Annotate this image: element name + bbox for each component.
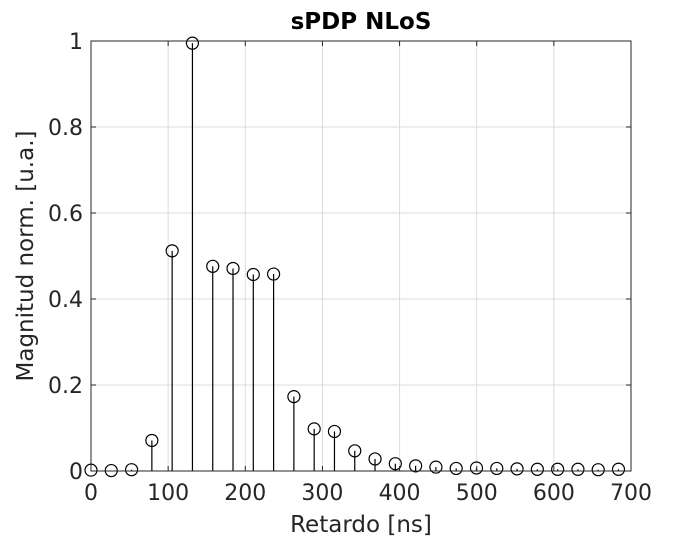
stem-marker	[449, 461, 463, 476]
plot-area	[91, 41, 631, 471]
stem-marker	[185, 36, 200, 50]
stem-marker	[611, 462, 626, 476]
stem-marker	[368, 452, 382, 466]
x-tick-label: 500	[456, 481, 498, 506]
y-tick-label: 1	[69, 30, 83, 55]
x-tick-label: 300	[301, 481, 343, 506]
grid	[91, 41, 631, 471]
stem-marker	[287, 390, 301, 404]
stem-marker	[429, 460, 443, 474]
x-tick-label: 0	[84, 481, 98, 506]
x-tick-labels: 0 100 200 300 400 500 600 700	[84, 481, 652, 506]
stem-marker	[124, 463, 139, 477]
stem-marker	[206, 259, 220, 273]
chart-title: sPDP NLoS	[291, 9, 432, 35]
y-tick-labels: 0 0.2 0.4 0.6 0.8 1	[48, 30, 83, 485]
stem-marker	[490, 461, 504, 476]
stem-marker	[327, 424, 342, 439]
stem-marker	[145, 433, 159, 448]
y-tick-label: 0	[69, 460, 83, 485]
ticks	[90, 40, 632, 472]
y-tick-label: 0.8	[48, 116, 83, 141]
stem-marker	[469, 461, 484, 475]
stem-marker	[165, 244, 179, 258]
x-tick-label: 700	[610, 481, 652, 506]
stem-marker	[388, 457, 402, 471]
stem-marker	[226, 261, 240, 276]
stems	[84, 36, 626, 478]
x-tick-label: 200	[224, 481, 266, 506]
x-tick-label: 100	[147, 481, 189, 506]
y-tick-label: 0.4	[48, 288, 83, 313]
stem-marker	[551, 462, 565, 476]
stem-marker	[591, 463, 605, 477]
y-tick-label: 0.6	[48, 202, 83, 227]
plot-frame	[90, 40, 632, 472]
x-tick-label: 400	[379, 481, 421, 506]
y-axis-label: Magnitud norm. [u.a.]	[13, 131, 39, 382]
stem-marker	[510, 462, 524, 476]
stem-marker	[307, 422, 321, 436]
stem-marker	[530, 462, 544, 476]
stem-marker	[348, 444, 362, 458]
x-axis-label: Retardo [ns]	[290, 512, 432, 538]
stem-marker	[409, 459, 423, 473]
y-tick-label: 0.2	[48, 374, 83, 399]
stem-marker	[266, 267, 281, 281]
stem-marker	[246, 267, 260, 282]
x-tick-label: 600	[533, 481, 575, 506]
stem-marker	[571, 462, 585, 476]
